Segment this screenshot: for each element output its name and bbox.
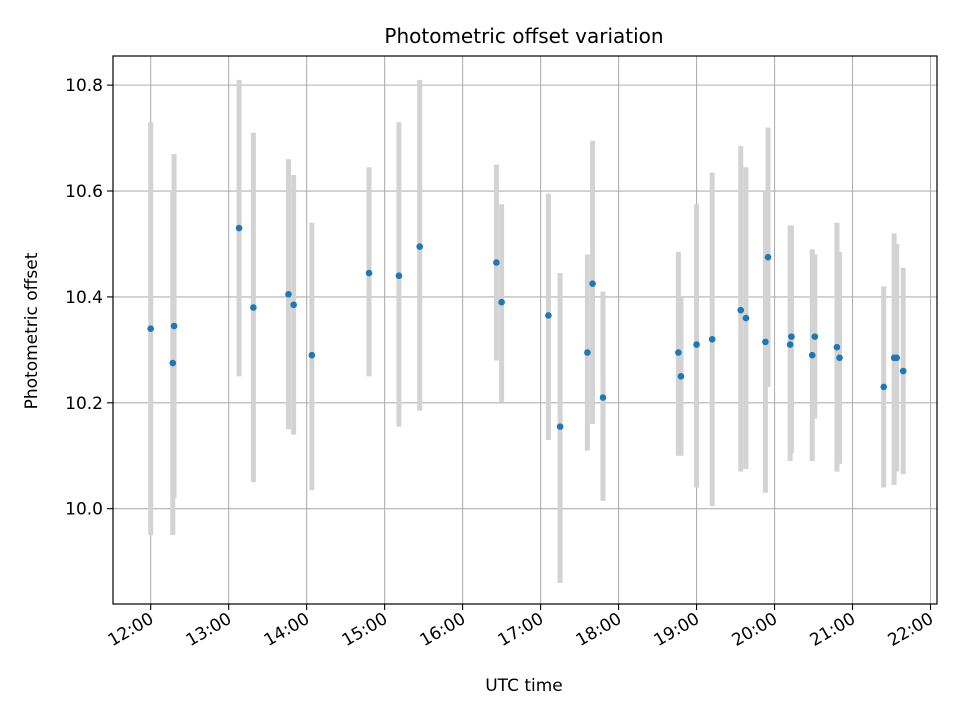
data-point [545,312,552,319]
y-tick-label: 10.6 [65,182,103,202]
data-point [498,298,505,306]
data-point [308,351,316,359]
data-point [893,354,901,362]
data-point [836,354,843,362]
data-point [708,335,716,343]
data-point [808,351,816,359]
y-axis-ticks: 10.0 10.2 10.4 10.6 10.8 [65,76,113,520]
data-point [395,272,403,280]
data-point [416,243,424,250]
data-point [880,383,888,391]
y-tick-label: 10.2 [65,394,103,414]
data-point [170,322,178,330]
data-point [737,306,745,314]
y-tick-label: 10.4 [65,288,103,308]
data-point [147,325,154,332]
chart-title: Photometric offset variation [384,24,663,48]
y-axis-label: Photometric offset [22,252,42,409]
data-points [147,224,907,430]
data-point [235,224,243,232]
grid [113,56,937,604]
data-point [365,269,373,277]
data-point [899,367,907,375]
y-tick-label: 10.0 [65,500,103,520]
data-point [811,333,819,340]
data-point [764,253,772,261]
data-point [762,338,769,346]
y-tick-label: 10.8 [65,76,103,96]
data-point [589,280,596,287]
data-point [290,301,297,309]
data-point [285,290,292,298]
data-point [693,341,700,348]
data-point [788,333,795,340]
data-point [786,341,794,348]
data-point [675,349,682,356]
data-point [599,394,607,401]
plot-area-frame [112,55,938,605]
data-point [169,359,177,367]
data-point [584,349,591,356]
x-axis-label: UTC time [485,676,563,696]
data-point [833,343,841,351]
data-point [556,423,564,430]
data-point [742,314,750,322]
data-point [493,259,500,266]
data-point [250,304,257,311]
data-point [677,373,685,380]
